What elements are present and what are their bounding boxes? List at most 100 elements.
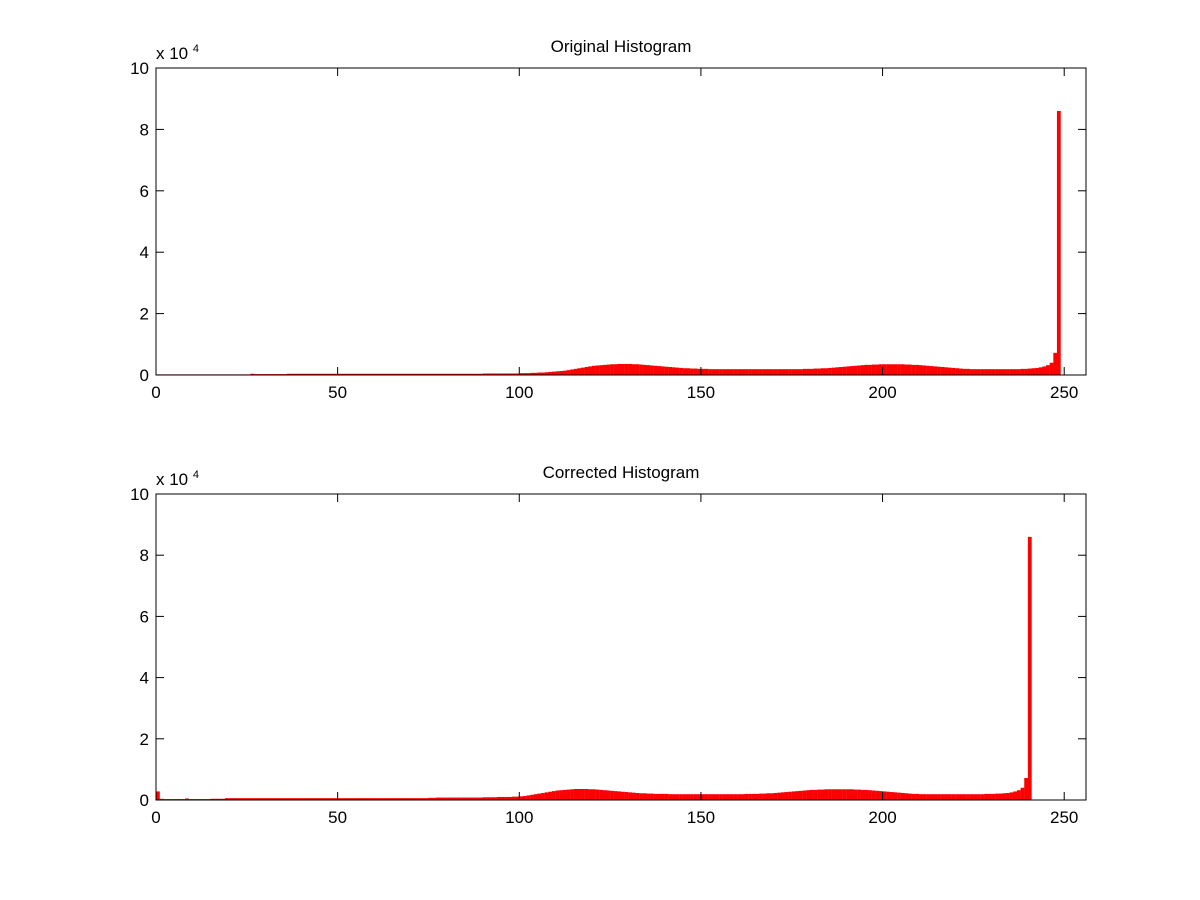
corrected-histogram-bar [642, 793, 647, 800]
corrected-histogram-y-tick-label: 10 [130, 485, 149, 504]
corrected-histogram-bar [290, 798, 295, 800]
original-histogram-bar [399, 373, 404, 375]
corrected-histogram-bar [613, 791, 618, 800]
original-histogram-bar [482, 373, 487, 375]
original-histogram-bar [599, 365, 603, 375]
original-histogram-bar [617, 363, 622, 375]
corrected-histogram-bar [464, 797, 469, 800]
original-histogram-bar [1002, 369, 1007, 375]
corrected-histogram-bar [878, 791, 883, 800]
original-histogram-bar [1046, 365, 1050, 375]
corrected-histogram-bar [606, 790, 611, 800]
original-histogram-bar [315, 373, 320, 375]
original-histogram-bar [631, 364, 636, 375]
corrected-histogram-bar [221, 798, 226, 800]
original-histogram-bar [882, 364, 887, 375]
original-histogram-bar [671, 367, 676, 375]
corrected-histogram-x-tick-label: 50 [328, 808, 347, 827]
corrected-histogram-bar [243, 798, 247, 800]
corrected-histogram-bar [853, 789, 858, 800]
original-histogram-bar [886, 364, 890, 375]
original-histogram-bar [581, 367, 585, 375]
original-histogram-bar [421, 373, 425, 375]
original-histogram-bar [1056, 110, 1061, 375]
original-histogram-bar [551, 371, 556, 375]
corrected-histogram-bar [726, 794, 731, 800]
corrected-histogram-bar [947, 794, 952, 800]
corrected-histogram-bar [1020, 787, 1025, 800]
original-histogram-bar [668, 367, 673, 375]
original-histogram-bar [508, 373, 513, 375]
original-histogram-bar [846, 366, 851, 375]
original-histogram-bar [817, 368, 821, 375]
corrected-histogram-bar [722, 794, 727, 800]
corrected-histogram-bar [442, 797, 447, 800]
original-histogram-bar [940, 367, 945, 375]
original-histogram-bar [464, 373, 469, 375]
original-histogram-bar [900, 364, 905, 375]
corrected-histogram-bar [799, 790, 803, 800]
corrected-histogram-bar [748, 793, 752, 800]
corrected-histogram-bar [944, 794, 949, 800]
original-histogram-bar [824, 368, 829, 375]
original-histogram-bar [439, 373, 444, 375]
original-histogram-bar [700, 368, 705, 375]
original-histogram-bar [384, 373, 389, 375]
original-histogram-bar [719, 369, 723, 375]
corrected-histogram-bar [955, 794, 960, 800]
original-histogram-bar [769, 369, 774, 375]
original-histogram-bar [432, 373, 436, 375]
corrected-histogram-bar [991, 793, 996, 800]
corrected-histogram-bar [969, 794, 974, 800]
corrected-histogram-bar [479, 797, 484, 800]
corrected-histogram-bar [1024, 777, 1029, 800]
corrected-histogram-bar [406, 798, 411, 800]
corrected-histogram-bar [700, 794, 705, 800]
corrected-histogram-bar [617, 791, 622, 800]
corrected-histogram-bar [588, 789, 593, 800]
original-histogram-bar [388, 373, 393, 375]
original-histogram-bar [461, 373, 465, 375]
corrected-histogram-bar [759, 793, 763, 800]
corrected-histogram-bar [897, 792, 901, 800]
corrected-histogram-bar [533, 794, 538, 800]
original-histogram-bar [341, 373, 346, 375]
corrected-histogram-plot: Corrected Histogram x 10 4 0 50 100 150 200 2… [130, 463, 1087, 827]
original-histogram-bar [479, 373, 484, 375]
corrected-histogram-x-tick-label: 0 [151, 808, 160, 827]
corrected-histogram-bar [246, 798, 251, 800]
original-histogram-bar [334, 373, 338, 375]
original-histogram-bar [475, 373, 480, 375]
corrected-histogram-bar [958, 794, 963, 800]
corrected-histogram-bar [995, 793, 999, 800]
original-histogram-bar [613, 364, 618, 375]
corrected-histogram-bar [602, 790, 607, 800]
original-histogram-bar [773, 369, 778, 375]
original-histogram-bar [330, 373, 335, 375]
corrected-histogram-bar [842, 789, 847, 800]
original-histogram-bar [751, 369, 756, 375]
original-histogram-bar [541, 372, 545, 375]
corrected-histogram-bar [359, 798, 364, 800]
original-histogram-bar [977, 369, 981, 375]
corrected-histogram-bar [217, 798, 222, 800]
original-histogram-bar [1020, 368, 1025, 375]
corrected-histogram-bar [377, 798, 382, 800]
corrected-histogram-y-tick-label: 6 [140, 607, 149, 626]
original-histogram-bars [156, 110, 1061, 375]
original-histogram-bar [544, 372, 549, 375]
original-histogram-bar [621, 363, 625, 375]
original-histogram-bar [995, 369, 999, 375]
original-histogram-bar [809, 368, 814, 375]
corrected-histogram-bar [653, 793, 658, 800]
original-histogram-bar [740, 369, 745, 375]
corrected-histogram-bar [279, 798, 284, 800]
original-histogram-bar [395, 373, 400, 375]
corrected-histogram-bar [497, 796, 502, 800]
corrected-histogram-bar [966, 794, 970, 800]
original-histogram-bar [980, 369, 985, 375]
corrected-histogram-bar [577, 788, 582, 800]
original-histogram-bar [588, 366, 593, 375]
corrected-histogram-bar [1009, 792, 1014, 800]
original-histogram-bar [987, 369, 992, 375]
